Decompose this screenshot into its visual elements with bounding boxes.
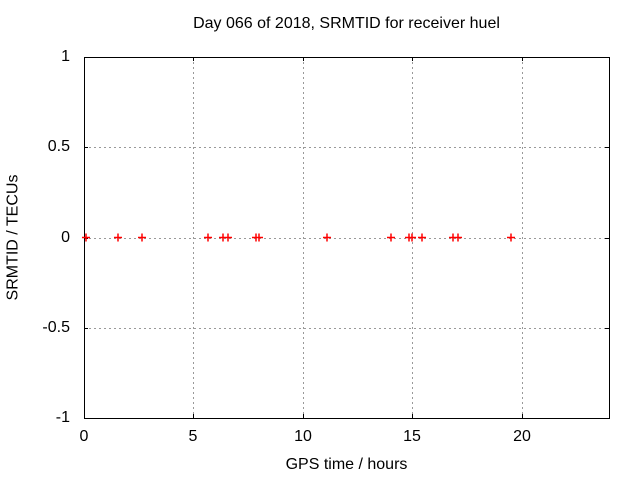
x-tick-label: 15 [403, 428, 421, 445]
chart-title: Day 066 of 2018, SRMTID for receiver hue… [193, 15, 500, 32]
x-tick-label: 5 [188, 428, 198, 445]
y-tick-label: -1 [55, 409, 70, 426]
x-tick-label: 20 [513, 428, 531, 445]
y-tick-label: 0 [61, 229, 70, 246]
y-tick-label: -0.5 [42, 319, 70, 336]
y-tick-label: 1 [61, 48, 70, 65]
data-points [82, 233, 515, 242]
x-axis-label: GPS time / hours [285, 456, 408, 473]
y-tick-label: 0.5 [47, 138, 70, 155]
x-tick-label: 0 [79, 428, 89, 445]
x-tick-label: 10 [294, 428, 312, 445]
